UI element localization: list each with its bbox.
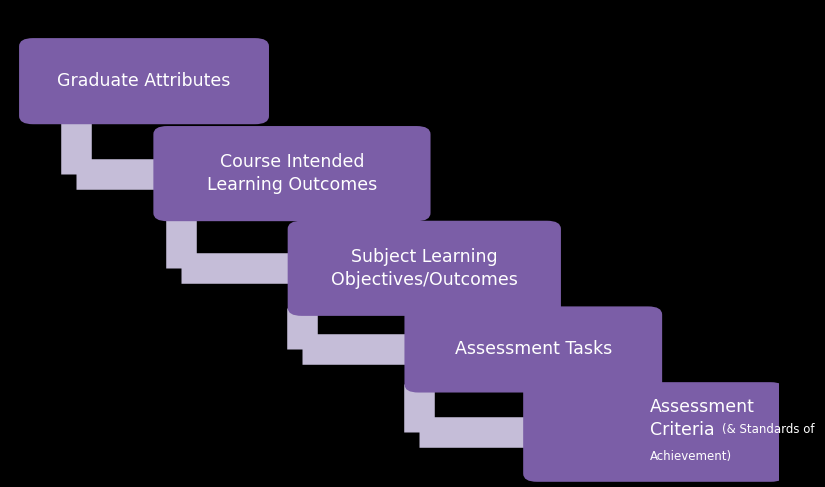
Text: Subject Learning
Objectives/Outcomes: Subject Learning Objectives/Outcomes [331,248,518,289]
Polygon shape [299,237,340,300]
Text: Course Intended
Learning Outcomes: Course Intended Learning Outcomes [207,153,377,194]
Text: (& Standards of: (& Standards of [723,423,815,436]
Polygon shape [417,318,457,381]
FancyBboxPatch shape [19,38,269,124]
Text: Achievement): Achievement) [650,450,733,463]
Polygon shape [535,400,576,464]
Text: Assessment Tasks: Assessment Tasks [455,340,612,358]
FancyBboxPatch shape [404,306,662,393]
FancyBboxPatch shape [288,221,561,316]
Text: Graduate Attributes: Graduate Attributes [58,72,231,90]
Text: Criteria: Criteria [650,421,714,439]
Polygon shape [172,142,212,205]
FancyBboxPatch shape [153,126,431,221]
FancyBboxPatch shape [523,382,785,482]
Text: Assessment: Assessment [650,398,755,416]
